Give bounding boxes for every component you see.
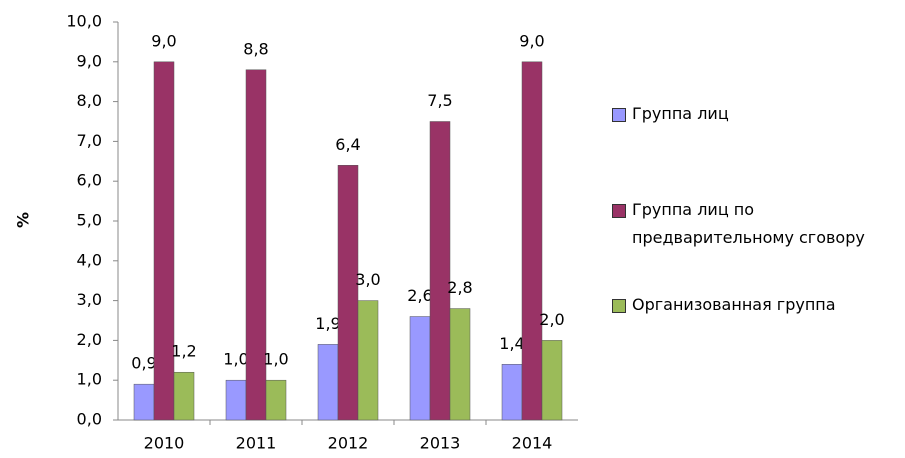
data-label: 2,8 xyxy=(447,278,472,297)
legend-item: Группа лиц xyxy=(612,100,897,128)
legend-label: Организованная группа xyxy=(632,295,836,314)
data-label: 0,9 xyxy=(131,354,156,373)
y-tick-label: 0,0 xyxy=(77,410,102,429)
legend-swatch xyxy=(612,204,626,218)
x-tick-label: 2013 xyxy=(420,434,461,453)
y-tick-label: 4,0 xyxy=(77,250,102,269)
data-label: 1,9 xyxy=(315,314,340,333)
data-label: 1,0 xyxy=(263,350,288,369)
bar xyxy=(521,61,543,421)
y-axis-label: % xyxy=(14,212,33,228)
data-label: 1,2 xyxy=(171,342,196,361)
data-label: 8,8 xyxy=(243,39,268,58)
data-label: 1,4 xyxy=(499,334,524,353)
data-label: 3,0 xyxy=(355,270,380,289)
data-label: 2,6 xyxy=(407,286,432,305)
data-label: 9,0 xyxy=(519,31,544,50)
y-tick-label: 2,0 xyxy=(77,330,102,349)
bar xyxy=(409,316,431,421)
bar xyxy=(173,371,195,421)
bar xyxy=(541,340,563,421)
data-label: 1,0 xyxy=(223,350,248,369)
bar xyxy=(265,379,287,421)
legend-swatch xyxy=(612,108,626,122)
y-tick-label: 9,0 xyxy=(77,51,102,70)
bar xyxy=(245,69,267,421)
bar xyxy=(317,344,339,421)
legend-item: Организованная группа xyxy=(612,291,897,319)
x-tick-label: 2014 xyxy=(512,434,553,453)
data-label: 7,5 xyxy=(427,91,452,110)
legend-item: Группа лиц по предварительному сговору xyxy=(612,196,897,252)
y-tick-label: 7,0 xyxy=(77,131,102,150)
y-tick-label: 10,0 xyxy=(66,12,102,31)
legend-label: Группа лиц xyxy=(632,104,729,123)
legend-swatch xyxy=(612,299,626,313)
bar xyxy=(153,61,175,421)
y-tick-label: 1,0 xyxy=(77,370,102,389)
bar xyxy=(225,379,247,421)
y-tick-label: 5,0 xyxy=(77,211,102,230)
y-tick-label: 8,0 xyxy=(77,91,102,110)
bar xyxy=(501,364,523,421)
bar xyxy=(133,383,155,421)
y-tick-label: 6,0 xyxy=(77,171,102,190)
bar xyxy=(429,121,451,421)
legend-label: Группа лиц по предварительному сговору xyxy=(632,200,865,247)
data-label: 6,4 xyxy=(335,135,360,154)
x-tick-label: 2010 xyxy=(144,434,185,453)
y-tick-label: 3,0 xyxy=(77,290,102,309)
data-label: 9,0 xyxy=(151,31,176,50)
bar xyxy=(357,300,379,421)
x-tick-label: 2011 xyxy=(236,434,277,453)
data-label: 2,0 xyxy=(539,310,564,329)
bar xyxy=(337,165,359,421)
bar xyxy=(449,308,471,421)
x-tick-label: 2012 xyxy=(328,434,369,453)
